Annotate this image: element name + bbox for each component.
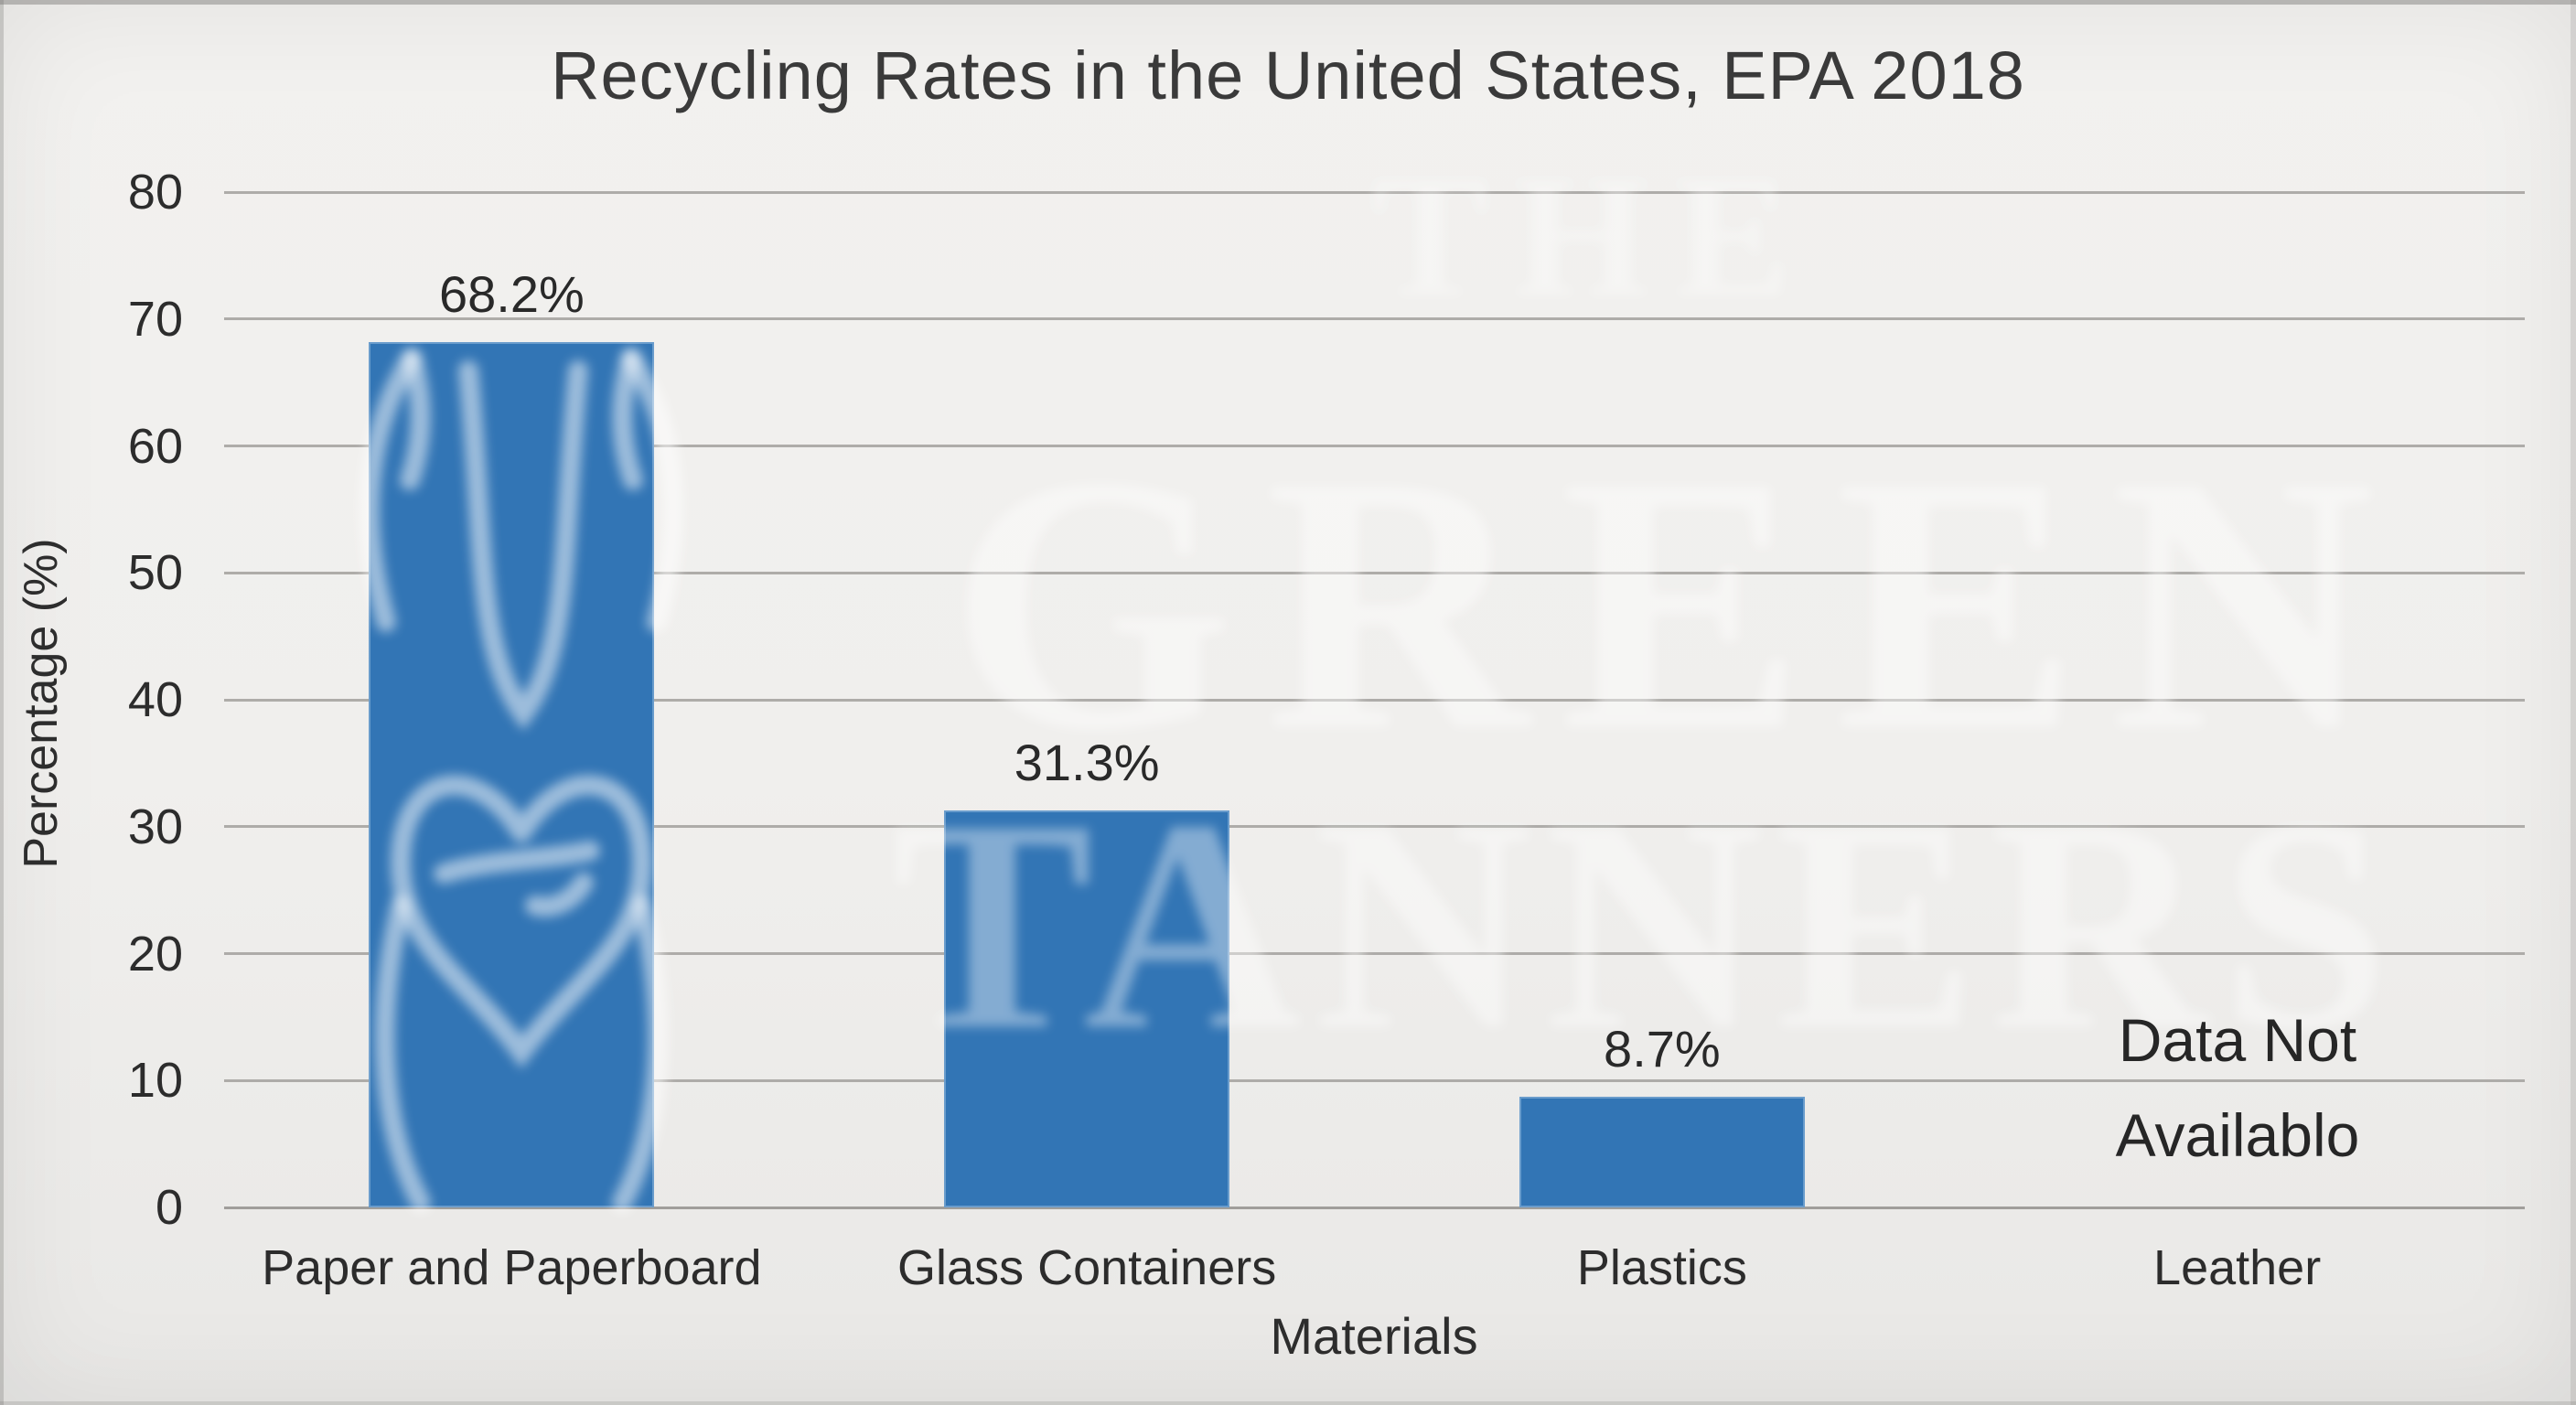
x-category-label-0: Paper and Paperboard: [262, 1240, 762, 1295]
gridline-50: [224, 571, 2525, 574]
x-axis-title: Materials: [1270, 1307, 1478, 1365]
missing-data-note-line: Availablo: [2115, 1101, 2360, 1169]
missing-data-note-line: Data Not: [2118, 1006, 2357, 1074]
x-category-label-1: Glass Containers: [897, 1240, 1277, 1295]
gridline-80: [224, 190, 2525, 194]
gridline-10: [224, 1078, 2525, 1082]
photo-edge-top: [0, 0, 2576, 5]
bar-value-label-0: 68.2%: [438, 264, 585, 323]
photo-edge-right: [2571, 0, 2576, 1405]
x-category-label-3: Leather: [2153, 1240, 2322, 1295]
photo-edge-bottom: [0, 1401, 2576, 1405]
missing-data-note: Data Not Availablo: [1862, 992, 2576, 1183]
y-tick-label-0: 0: [155, 1180, 183, 1235]
y-tick-label-30: 30: [127, 799, 183, 854]
bar-1: [944, 810, 1230, 1207]
y-tick-label-20: 20: [127, 926, 183, 981]
y-tick-label-80: 80: [127, 165, 183, 220]
x-category-label-2: Plastics: [1576, 1240, 1747, 1295]
bar-value-label-2: 8.7%: [1604, 1020, 1721, 1078]
photo-edge-left: [0, 0, 4, 1405]
bar-2: [1519, 1097, 1805, 1207]
gridline-70: [224, 317, 2525, 321]
bar-value-label-1: 31.3%: [1014, 733, 1160, 791]
watermark-word-the: THE: [1372, 141, 1817, 333]
chart-title: Recycling Rates in the United States, EP…: [551, 38, 2025, 113]
gridline-30: [224, 825, 2525, 829]
gridline-0: [224, 1206, 2525, 1209]
y-tick-label-50: 50: [127, 545, 183, 601]
y-tick-label-10: 10: [127, 1053, 183, 1109]
y-tick-label-70: 70: [127, 291, 183, 347]
gridline-60: [224, 445, 2525, 447]
y-tick-label-60: 60: [127, 418, 183, 474]
bar-0: [369, 341, 655, 1207]
y-tick-label-40: 40: [127, 672, 183, 727]
gridline-40: [224, 698, 2525, 702]
gridline-20: [224, 952, 2525, 955]
